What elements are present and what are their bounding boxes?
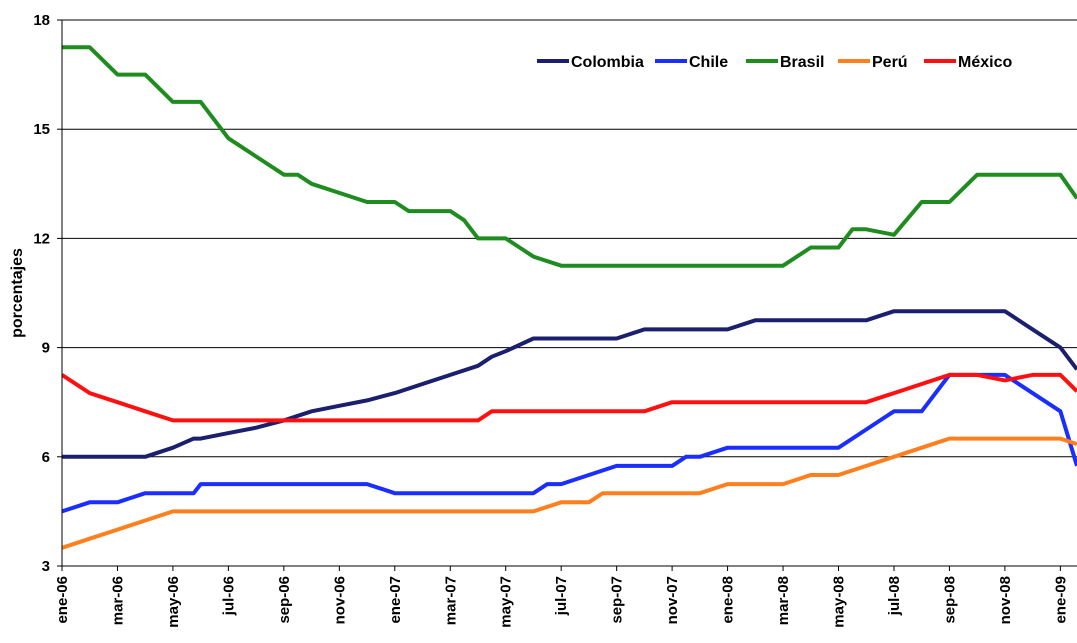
x-tick-labels: ene-06 mar-06 may-06 jul-06 sep-06 nov-06 ene-…	[54, 576, 1069, 628]
series-line-chile	[62, 372, 1077, 514]
x-tick-label: may-06	[165, 576, 182, 628]
x-tick-label: may-07	[498, 576, 515, 628]
x-tick-label: mar-06	[109, 576, 126, 625]
x-tick-label: sep-08	[941, 576, 958, 624]
legend: Colombia Chile Brasil Perú México	[537, 54, 1012, 71]
x-tick-label: ene-09	[1052, 576, 1069, 624]
y-tick-labels: 3 6 9 12 15 18	[33, 12, 50, 575]
legend-label: Chile	[689, 54, 728, 71]
x-tick-label: nov-08	[997, 576, 1014, 624]
x-tick-label: jul-06	[220, 576, 237, 616]
x-tick-label: nov-06	[331, 576, 348, 624]
axes	[57, 19, 1077, 571]
legend-label: Perú	[872, 54, 908, 71]
series-line-brasil	[62, 45, 1077, 268]
x-tick-label: sep-06	[276, 576, 293, 624]
x-tick-label: mar-08	[775, 576, 792, 625]
y-axis-label: porcentajes	[9, 248, 26, 338]
y-tick-label: 15	[33, 121, 50, 138]
gridlines	[62, 19, 1077, 458]
x-tick-label: nov-07	[664, 576, 681, 624]
x-tick-label: ene-08	[720, 576, 737, 624]
x-tick-label: sep-07	[609, 576, 626, 624]
x-tick-label: ene-07	[387, 576, 404, 624]
x-tick-label: mar-07	[442, 576, 459, 625]
legend-label: México	[958, 54, 1012, 71]
y-tick-label: 12	[33, 230, 50, 247]
y-tick-label: 9	[42, 340, 50, 357]
x-tick-label: jul-07	[553, 576, 570, 616]
series-line-méxico	[62, 372, 1077, 423]
y-tick-label: 3	[42, 558, 50, 575]
series-line-colombia	[62, 309, 1077, 459]
x-tick-label: ene-06	[54, 576, 71, 624]
x-tick-label: may-08	[831, 576, 848, 628]
series-line-perú	[62, 436, 1077, 550]
legend-label: Colombia	[571, 54, 644, 71]
legend-label: Brasil	[780, 54, 824, 71]
y-tick-label: 6	[42, 449, 50, 466]
x-tick-label: jul-08	[886, 576, 903, 616]
series-lines	[62, 45, 1077, 550]
y-tick-label: 18	[33, 12, 50, 29]
